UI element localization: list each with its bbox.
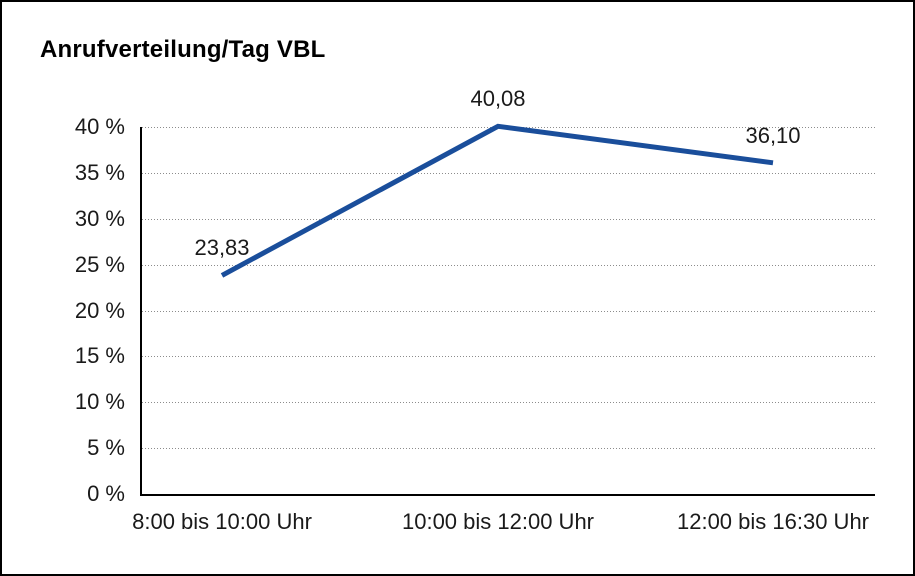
y-tick-label: 15 % — [74, 343, 125, 368]
gridline — [142, 173, 875, 174]
y-axis-line — [140, 127, 142, 496]
x-category-label: 12:00 bis 16:30 Uhr — [676, 509, 870, 534]
gridline — [142, 265, 875, 266]
y-tick-label: 35 % — [74, 160, 125, 185]
series-polyline — [220, 123, 774, 278]
gridline — [142, 448, 875, 449]
data-point-label: 40,08 — [470, 86, 526, 111]
gridline — [142, 356, 875, 357]
x-category-label: 10:00 bis 12:00 Uhr — [401, 509, 595, 534]
y-tick-label: 20 % — [74, 298, 125, 323]
y-tick-label: 10 % — [74, 389, 125, 414]
data-point-label: 23,83 — [194, 235, 250, 260]
y-tick-label: 5 % — [87, 435, 125, 460]
gridline — [142, 219, 875, 220]
y-tick-label: 25 % — [74, 252, 125, 277]
gridline — [142, 402, 875, 403]
chart-title: Anrufverteilung/Tag VBL — [40, 36, 326, 63]
gridline — [142, 311, 875, 312]
y-tick-label: 0 % — [87, 481, 125, 506]
x-axis-line — [140, 494, 875, 496]
y-tick-label: 40 % — [74, 114, 125, 139]
y-tick-label: 30 % — [74, 206, 125, 231]
data-point-label: 36,10 — [745, 123, 801, 148]
x-category-label: 8:00 bis 10:00 Uhr — [132, 509, 312, 534]
